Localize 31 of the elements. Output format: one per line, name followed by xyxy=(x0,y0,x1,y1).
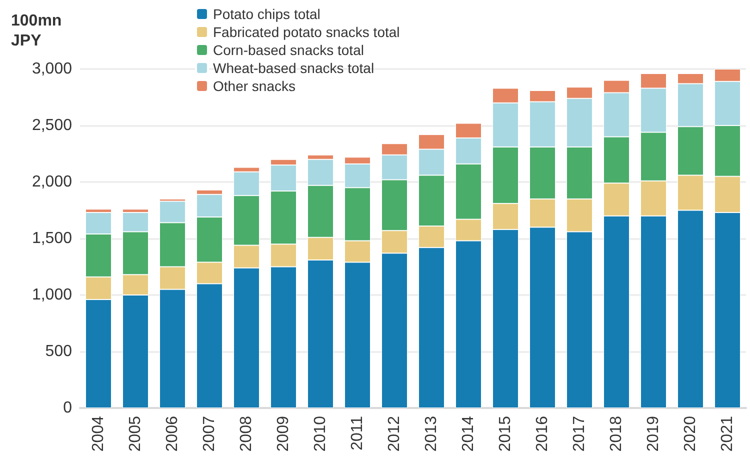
legend-label: Wheat-based snacks total xyxy=(213,60,374,76)
y-tick-label: 2,000 xyxy=(32,174,72,190)
y-tick-label: 1,000 xyxy=(32,286,72,304)
y-tick-label: 0 xyxy=(63,400,72,416)
x-tick-label: 2021 xyxy=(719,416,736,452)
x-tick-label: 2009 xyxy=(275,416,292,452)
y-tick-label: 3,000 xyxy=(32,60,72,78)
x-tick-label: 2017 xyxy=(571,416,588,452)
x-tick-label: 2014 xyxy=(460,416,477,452)
x-tick-label: 2018 xyxy=(608,416,625,452)
x-tick-label: 2020 xyxy=(682,416,699,452)
legend-label: Other snacks xyxy=(213,78,296,94)
y-tick-label: 2,500 xyxy=(32,117,72,134)
x-tick-label: 2008 xyxy=(238,416,255,452)
legend-label: Corn-based snacks total xyxy=(213,42,364,58)
x-tick-label: 2005 xyxy=(127,416,144,452)
x-tick-label: 2007 xyxy=(201,416,218,452)
y-tick-label: 500 xyxy=(45,343,72,360)
x-tick-label: 2016 xyxy=(534,416,551,452)
x-tick-label: 2015 xyxy=(497,416,514,452)
legend-label: Fabricated potato snacks total xyxy=(213,24,400,40)
x-tick-label: 2004 xyxy=(90,416,107,452)
y-axis-title: 100mn JPY xyxy=(11,12,62,50)
x-tick-label: 2006 xyxy=(164,416,181,452)
legend-label: Potato chips total xyxy=(213,6,320,22)
x-tick-label: 2019 xyxy=(645,416,662,452)
x-tick-label: 2012 xyxy=(386,416,403,452)
y-tick-label: 1,500 xyxy=(32,230,72,247)
x-tick-label: 2010 xyxy=(312,416,329,452)
x-tick-label: 2013 xyxy=(423,416,440,452)
x-tick-label: 2011 xyxy=(349,416,366,450)
